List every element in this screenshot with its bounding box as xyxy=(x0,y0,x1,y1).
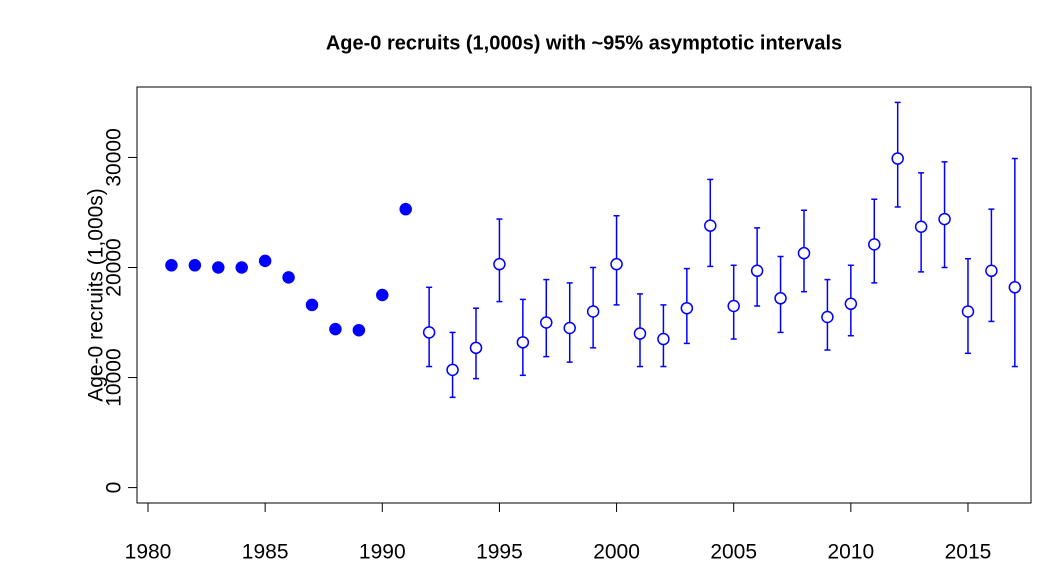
point xyxy=(188,259,202,272)
point xyxy=(235,261,248,274)
point xyxy=(868,238,881,251)
point xyxy=(399,202,412,216)
point xyxy=(212,261,225,274)
point xyxy=(633,327,647,340)
point xyxy=(165,259,178,272)
point xyxy=(797,246,811,260)
x-tick-label: 2015 xyxy=(945,541,992,564)
x-tick-label: 2005 xyxy=(710,541,757,564)
chart-title: Age-0 recruits (1,000s) with ~95% asympt… xyxy=(326,32,842,54)
point xyxy=(680,301,694,315)
point xyxy=(914,220,928,234)
point xyxy=(704,219,717,232)
y-axis-label: Age-0 recruits (1,000s) xyxy=(85,188,108,402)
point xyxy=(586,305,600,318)
point xyxy=(774,292,787,305)
y-tick-label: 10000 xyxy=(103,348,126,406)
point xyxy=(985,264,998,278)
x-tick-label: 2000 xyxy=(593,541,640,564)
x-tick-label: 1985 xyxy=(242,541,289,564)
point xyxy=(891,152,904,165)
point xyxy=(305,298,319,312)
y-tick-label: 0 xyxy=(103,482,126,494)
point xyxy=(821,310,834,324)
point xyxy=(727,299,740,313)
x-tick-label: 1990 xyxy=(359,541,406,564)
point xyxy=(352,323,366,337)
point xyxy=(540,316,553,329)
point xyxy=(493,257,506,271)
x-tick-label: 1995 xyxy=(476,541,523,564)
point xyxy=(610,257,623,271)
point xyxy=(657,332,670,346)
point xyxy=(282,271,295,284)
point xyxy=(516,336,530,349)
point xyxy=(938,212,951,226)
point xyxy=(376,288,389,302)
point xyxy=(1008,281,1022,294)
y-tick-label: 20000 xyxy=(103,238,126,296)
point xyxy=(844,297,858,311)
plot-box xyxy=(136,86,1032,504)
x-tick-label: 2010 xyxy=(827,541,874,564)
point xyxy=(563,321,576,335)
point xyxy=(329,322,342,336)
y-tick-label: 30000 xyxy=(103,128,126,186)
point xyxy=(422,326,436,339)
point xyxy=(469,341,483,355)
point xyxy=(258,254,272,268)
point xyxy=(446,363,459,377)
x-tick-label: 1980 xyxy=(125,541,172,564)
point xyxy=(961,305,975,318)
point xyxy=(750,264,764,278)
